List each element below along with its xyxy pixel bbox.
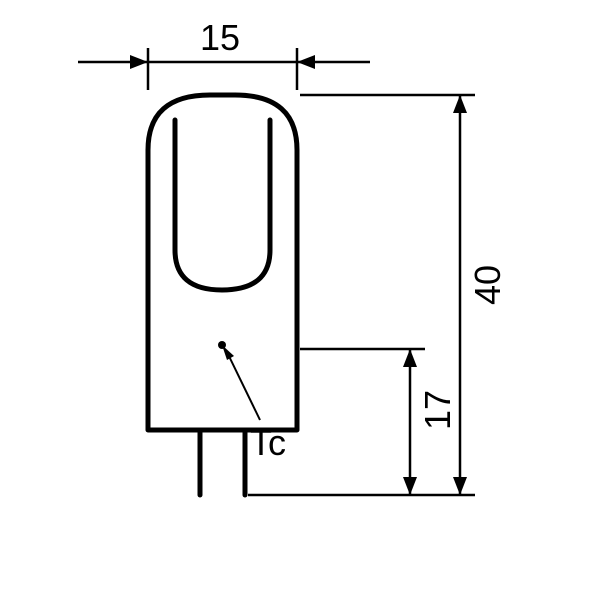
- width-arrow-left: [130, 55, 148, 69]
- tc-leader-line: [226, 350, 260, 420]
- tc-leader-arrow: [222, 345, 234, 360]
- bulb-body-outline: [148, 95, 297, 430]
- pinh-arrow-top: [403, 349, 417, 367]
- height-arrow-top: [453, 95, 467, 113]
- pinh-arrow-bottom: [403, 477, 417, 495]
- tc-label: Tc: [250, 422, 286, 463]
- width-arrow-right: [297, 55, 315, 69]
- bulb-inner-capsule: [175, 120, 270, 290]
- width-label: 15: [200, 17, 240, 58]
- height-label: 40: [467, 265, 508, 305]
- dimension-diagram: Tc 15 40 17: [0, 0, 600, 600]
- pinh-label: 17: [417, 390, 458, 430]
- height-arrow-bottom: [453, 477, 467, 495]
